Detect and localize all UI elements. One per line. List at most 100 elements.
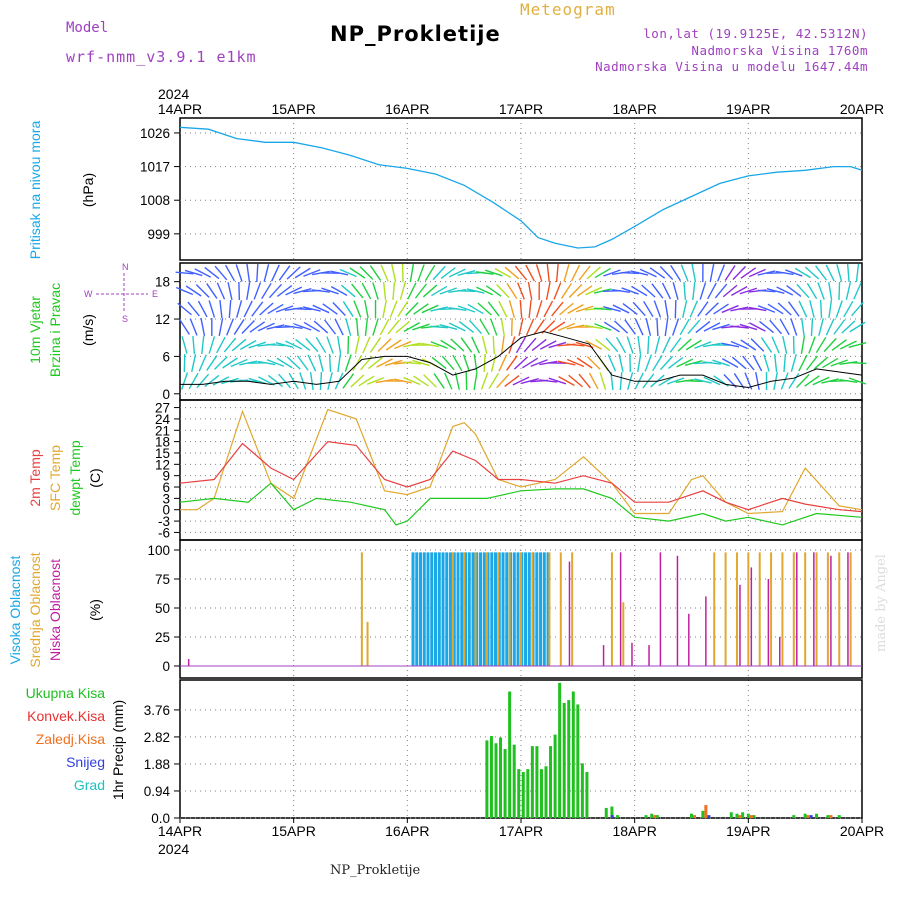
precip-legend-item: Snijeg <box>66 754 105 770</box>
wind-arrow <box>196 373 210 389</box>
precip-bar <box>604 807 608 818</box>
wind-arrow <box>555 263 559 283</box>
wind-arrow <box>248 377 267 385</box>
wind-arrow <box>685 339 702 351</box>
wind-arrow <box>576 357 593 369</box>
wind-arrow <box>755 372 760 390</box>
wind-arrow <box>340 284 356 298</box>
wind-arrow <box>233 319 245 335</box>
wind-arrow <box>848 377 867 385</box>
wind-arrow <box>218 318 224 336</box>
wind-arrow <box>783 353 787 373</box>
precip-bar <box>499 737 503 818</box>
precip-bar <box>653 815 657 818</box>
wind-arrow <box>730 306 749 312</box>
wind-arrow <box>612 304 630 314</box>
wind-arrow <box>822 357 839 369</box>
chart-subtitle: Meteogram <box>520 0 616 19</box>
wind-arrow <box>830 359 848 367</box>
wind-arrow <box>476 286 494 296</box>
wind-arrow <box>276 357 293 369</box>
wind-arrow <box>448 322 466 332</box>
wind-arrow <box>267 374 283 388</box>
precip-bar <box>526 769 530 818</box>
wind-arrow <box>216 282 226 300</box>
x-tick-top: 17APR <box>499 101 543 117</box>
precip-bar <box>616 815 620 818</box>
wind-arrow <box>699 282 707 300</box>
pressure-ylabel: Pritisak na nivou mora <box>27 121 43 260</box>
wind-arrow <box>528 299 532 319</box>
wind-arrow <box>487 301 500 317</box>
wind-speed-line <box>180 330 863 389</box>
wind-arrow <box>368 356 383 370</box>
wind-arrow <box>498 300 508 318</box>
wind-arrow <box>595 338 611 352</box>
wind-arrow <box>350 374 365 388</box>
x-tick-top: 16APR <box>385 101 429 117</box>
wind-arrow <box>662 336 671 354</box>
wind-arrow <box>566 324 585 330</box>
wind-arrow <box>354 336 360 354</box>
wind-arrow <box>339 268 357 278</box>
wind-arrow <box>342 373 355 389</box>
wind-arrow <box>352 354 363 372</box>
wind-arrow <box>771 336 780 354</box>
wind-ylabel-1: 10m Vjetar <box>27 296 43 364</box>
y-tick-label: -3 <box>158 514 170 529</box>
wind-arrow <box>839 360 858 366</box>
wind-arrow <box>475 271 494 275</box>
wind-arrow <box>776 286 794 296</box>
wind-arrow <box>402 361 421 365</box>
wind-arrow <box>749 322 766 332</box>
wind-arrow <box>634 318 644 336</box>
wind-arrow <box>323 319 337 335</box>
wind-arrow <box>430 325 449 329</box>
precip-bar <box>485 740 489 818</box>
wind-arrow <box>422 284 438 298</box>
wind-arrow <box>259 302 274 316</box>
wind-arrow <box>627 372 634 390</box>
wind-arrow <box>584 324 603 330</box>
wind-arrow <box>303 321 320 333</box>
wind-arrow <box>462 354 471 372</box>
wind-arrow <box>222 357 238 369</box>
wind-arrow <box>490 354 497 372</box>
wind-arrow <box>444 372 453 390</box>
wind-arrow <box>626 336 634 354</box>
compass-n: N <box>122 262 129 272</box>
year-bottom: 2024 <box>158 841 189 857</box>
y-tick-label: 9 <box>162 469 170 484</box>
wind-arrow <box>578 373 591 389</box>
wind-arrow <box>664 300 669 318</box>
wind-arrow <box>372 282 379 300</box>
y-tick-label: 1017 <box>140 160 170 175</box>
wind-arrow <box>712 323 730 331</box>
wind-arrow <box>548 377 567 385</box>
wind-arrow <box>494 268 512 278</box>
wind-arrow <box>539 340 557 350</box>
wind-arrow <box>707 282 717 300</box>
precip-bar <box>738 815 742 818</box>
precip-bar <box>735 813 739 818</box>
wind-arrow <box>303 269 321 277</box>
wind-arrow <box>703 322 721 332</box>
wind-arrow <box>800 336 806 354</box>
wind-arrow <box>440 267 456 279</box>
y-tick-label: 24 <box>155 412 171 427</box>
wind-arrow <box>618 354 624 372</box>
wind-arrow <box>713 303 729 315</box>
wind-arrow <box>539 360 558 366</box>
wind-arrow <box>248 341 267 349</box>
wind-arrow <box>246 263 251 283</box>
wind-arrow <box>266 359 285 367</box>
wind-arrow <box>294 323 312 331</box>
wind-arrow <box>527 282 533 300</box>
wind-arrow <box>525 318 535 336</box>
wind-arrow <box>403 322 421 332</box>
wind-arrow <box>853 282 862 300</box>
wind-arrow <box>813 356 829 370</box>
wind-arrow <box>575 341 594 349</box>
wind-arrow <box>448 268 466 278</box>
wind-arrow <box>332 302 346 316</box>
